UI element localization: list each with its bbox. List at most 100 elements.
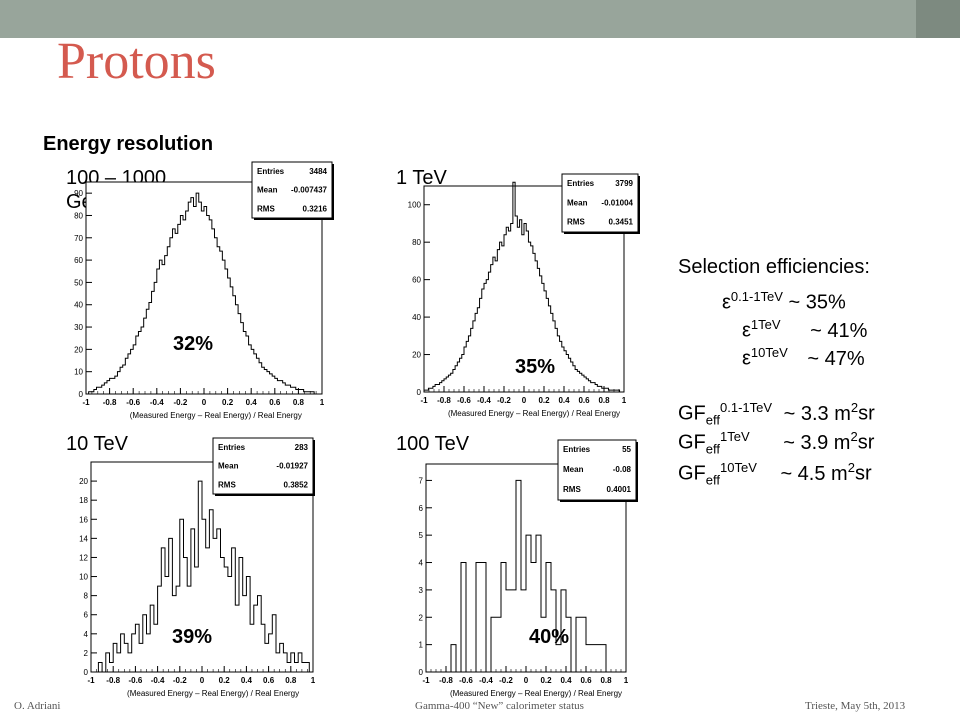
- gf-sub-2: eff: [705, 441, 720, 457]
- x-tick-label: 0.6: [263, 676, 275, 685]
- histogram-line: [86, 192, 322, 395]
- x-tick-label: -1: [87, 676, 95, 685]
- x-tick-label: -1: [82, 398, 90, 407]
- footer-date: Trieste, May 5th, 2013: [805, 700, 906, 712]
- histogram-line: [426, 479, 626, 673]
- x-tick-label: 0.2: [538, 396, 550, 405]
- efficiency-symbol-1: ε: [722, 291, 731, 314]
- x-tick-label: -0.4: [151, 676, 165, 685]
- gf-value-2: ~ 3.9 m: [783, 431, 851, 454]
- y-tick-label: 30: [74, 323, 83, 332]
- y-tick-label: 6: [84, 611, 89, 620]
- x-tick-label: 0.4: [246, 398, 258, 407]
- panel-label-4: 100 TeV: [396, 433, 470, 455]
- y-tick-label: 16: [79, 515, 88, 524]
- y-tick-label: 70: [74, 234, 83, 243]
- stats-value: -0.01927: [276, 462, 308, 471]
- x-tick-label: -1: [420, 396, 428, 405]
- x-tick-label: 0: [202, 398, 207, 407]
- x-tick-label: 0: [200, 676, 205, 685]
- y-tick-label: 40: [74, 301, 83, 310]
- x-tick-label: -0.2: [497, 396, 511, 405]
- gf-sup-2: 1TeV: [720, 429, 750, 444]
- selection-heading: Selection efficiencies:: [678, 256, 870, 278]
- y-tick-label: 60: [412, 276, 421, 285]
- x-axis-label: (Measured Energy – Real Energy) / Real E…: [450, 689, 622, 698]
- y-tick-label: 6: [419, 504, 424, 513]
- gf-unit-2: sr: [857, 431, 875, 454]
- stats-box-frame: [557, 439, 637, 501]
- x-axis-label: (Measured Energy – Real Energy) / Real E…: [127, 689, 299, 698]
- stats-box-frame: [212, 437, 314, 495]
- x-tick-label: -0.6: [459, 676, 473, 685]
- histogram-line: [423, 181, 624, 393]
- stats-label: Mean: [567, 198, 588, 207]
- y-tick-label: 14: [79, 534, 88, 543]
- efficiency-sup-2: 1TeV: [750, 317, 781, 332]
- gf-unit-3: sr: [854, 462, 872, 485]
- x-tick-label: 0.2: [222, 398, 234, 407]
- efficiency-row-1: ε0.1-1TeV ~ 35%: [722, 290, 846, 313]
- y-tick-label: 2: [419, 613, 424, 622]
- gf-unit-1: sr: [858, 402, 875, 425]
- y-tick-label: 18: [79, 496, 88, 505]
- x-tick-label: 1: [622, 396, 627, 405]
- x-tick-label: 0.2: [219, 676, 231, 685]
- y-tick-label: 20: [412, 351, 421, 360]
- x-tick-label: 0.4: [241, 676, 253, 685]
- gf-row-1: GFeff0.1-1TeV ~ 3.3 m2sr: [678, 401, 875, 427]
- x-tick-label: -0.4: [477, 396, 491, 405]
- stats-label: Entries: [218, 443, 246, 452]
- x-tick-label: 0: [522, 396, 527, 405]
- gf-sub-3: eff: [705, 472, 720, 488]
- stats-label: RMS: [218, 480, 236, 489]
- stats-value: 55: [622, 445, 631, 454]
- x-tick-label: -0.6: [457, 396, 471, 405]
- x-tick-label: -0.8: [439, 676, 453, 685]
- stats-value: 0.4001: [607, 485, 632, 494]
- stats-label: RMS: [563, 485, 581, 494]
- x-tick-label: 1: [311, 676, 316, 685]
- stats-label: RMS: [567, 218, 585, 227]
- y-tick-label: 40: [412, 313, 421, 322]
- y-tick-label: 10: [74, 368, 83, 377]
- resolution-label-1: 32%: [173, 333, 214, 355]
- slide-subtitle: Energy resolution: [43, 133, 214, 155]
- y-tick-label: 50: [74, 278, 83, 287]
- panel-label-2: 1 TeV: [396, 167, 447, 189]
- efficiency-symbol-2: ε: [742, 319, 751, 342]
- slide-title: Protons: [57, 33, 216, 90]
- y-tick-label: 80: [412, 238, 421, 247]
- histogram-panel-1: 0 10 20 30 40 50 60 70 80 90 -1 -0.8 -0.6 -0.4 -0.2 0 0.…: [74, 161, 334, 420]
- efficiency-value-3: ~ 47%: [807, 347, 865, 370]
- x-tick-label: 0.6: [578, 396, 590, 405]
- gf-value-3: ~ 4.5 m: [780, 462, 848, 485]
- stats-box: Entries 3484 Mean -0.007437 RMS 0.3216: [251, 161, 334, 220]
- stats-value: 283: [295, 443, 309, 452]
- stats-label: RMS: [257, 204, 275, 213]
- resolution-label-2: 35%: [515, 356, 556, 378]
- efficiency-sup-1: 0.1-1TeV: [730, 289, 783, 304]
- stats-box: Entries 55 Mean -0.08 RMS 0.4001: [557, 439, 638, 502]
- x-tick-label: 0.8: [600, 676, 612, 685]
- y-tick-label: 20: [74, 345, 83, 354]
- y-tick-label: 80: [74, 211, 83, 220]
- x-tick-label: 0.6: [580, 676, 592, 685]
- x-axis-label: (Measured Energy – Real Energy) / Real E…: [448, 409, 620, 418]
- gf-value-1: ~ 3.3 m: [783, 402, 851, 425]
- x-tick-label: 1: [624, 676, 629, 685]
- gf-row-2: GFeff1TeV ~ 3.9 m2sr: [678, 430, 874, 456]
- x-tick-label: -0.2: [499, 676, 513, 685]
- gf-unit-sup-2: 2: [850, 429, 858, 444]
- y-tick-label: 0: [79, 390, 84, 399]
- y-tick-label: 4: [84, 630, 89, 639]
- stats-label: Entries: [563, 445, 591, 454]
- panel-label-3: 10 TeV: [66, 433, 128, 455]
- x-tick-label: 0.8: [293, 398, 305, 407]
- top-bar: [0, 0, 960, 38]
- stats-label: Mean: [563, 465, 584, 474]
- x-tick-label: 0.4: [560, 676, 572, 685]
- x-tick-label: 1: [320, 398, 325, 407]
- stats-value: 0.3216: [303, 204, 328, 213]
- gf-unit-sup-3: 2: [847, 460, 855, 475]
